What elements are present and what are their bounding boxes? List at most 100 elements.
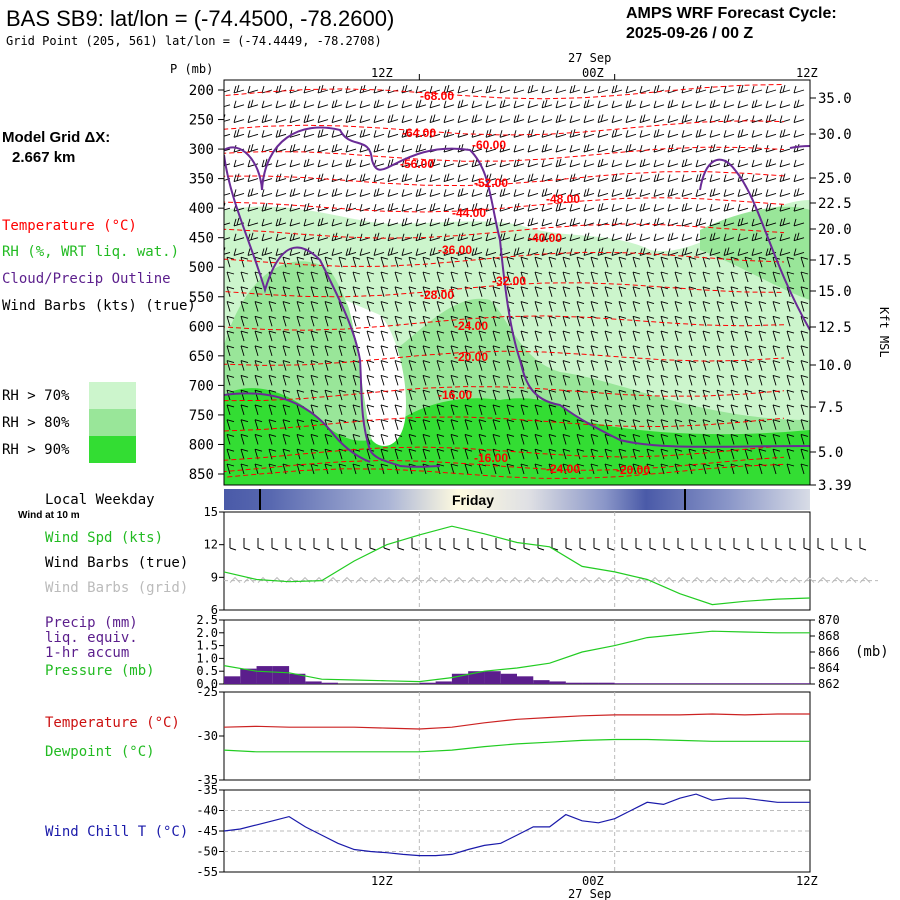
barb-staff <box>625 178 637 183</box>
wind-barb <box>779 115 791 123</box>
barb-staff <box>282 271 287 283</box>
wind-barb <box>646 419 655 430</box>
barb-staff <box>786 434 791 445</box>
barb-staff <box>597 207 609 212</box>
barb-staff <box>436 434 441 445</box>
barb-feather <box>695 85 699 94</box>
barb-staff <box>723 207 735 212</box>
barb-feather <box>268 286 277 290</box>
barb-feather <box>345 159 349 167</box>
barb-feather <box>220 160 222 167</box>
barb-staff <box>224 207 231 211</box>
wind-barb-true-feather <box>313 547 321 551</box>
barb-feather <box>401 144 405 153</box>
barb-feather <box>380 345 389 349</box>
wind-barb <box>464 419 473 430</box>
wind-barb <box>758 389 767 401</box>
barb-feather <box>450 404 459 408</box>
forecast-cycle-value: 2025-09-26 / 00 Z <box>626 25 753 42</box>
wind-barb <box>366 345 375 356</box>
barb-feather <box>544 99 548 107</box>
wind-barb <box>660 256 669 268</box>
wind-barb <box>224 222 231 226</box>
barb-feather <box>485 218 489 227</box>
barb-staff <box>296 419 301 430</box>
barb-staff <box>688 330 693 342</box>
pressure-tick-label: 800 <box>189 437 214 453</box>
barb-feather <box>422 315 431 319</box>
barb-staff <box>527 222 539 227</box>
barb-feather <box>478 360 487 364</box>
wind-barb <box>520 271 529 283</box>
barb-staff <box>408 419 413 430</box>
wind-barb <box>450 434 459 445</box>
wind-barb <box>653 115 665 123</box>
barb-staff <box>653 207 665 212</box>
barb-feather <box>478 330 487 334</box>
wind-barb <box>394 434 403 445</box>
barb-feather <box>541 130 545 138</box>
wind-barb <box>800 256 809 268</box>
barb-staff <box>667 178 679 183</box>
barb-feather <box>254 345 263 349</box>
wind-barb <box>681 247 693 256</box>
barb-feather <box>317 100 321 108</box>
wind-barb <box>485 144 497 153</box>
barb-staff <box>730 360 735 371</box>
wind-barb <box>688 271 697 283</box>
barb-staff <box>611 89 623 94</box>
barb-staff <box>338 345 343 356</box>
barb-staff <box>583 237 595 242</box>
barb-staff <box>394 449 399 460</box>
barb-feather <box>380 271 389 275</box>
barb-staff <box>233 133 245 138</box>
barb-feather <box>583 115 587 123</box>
barb-staff <box>772 271 777 283</box>
barb-staff <box>345 148 357 153</box>
wind-barb <box>744 374 753 386</box>
wind-barb <box>324 286 333 297</box>
barb-feather <box>667 248 671 256</box>
forecast-cycle-label: AMPS WRF Forecast Cycle: <box>626 5 837 22</box>
wind-barb <box>240 301 249 312</box>
barb-feather <box>730 463 739 467</box>
barb-staff <box>387 178 399 183</box>
wind-barb <box>576 271 585 283</box>
barb-staff <box>513 192 525 197</box>
wind-chill-label: Wind Chill T (°C) <box>45 824 188 840</box>
wind-barb <box>583 232 595 242</box>
wind-barb <box>408 360 417 371</box>
wind-barb-true-feather <box>285 547 293 551</box>
wind-barb <box>464 463 473 475</box>
barb-feather <box>604 345 613 349</box>
barb-feather <box>779 130 783 138</box>
barb-staff <box>387 252 399 256</box>
wind-barb <box>793 85 805 94</box>
barb-staff <box>387 148 399 153</box>
barb-staff <box>541 192 553 197</box>
barb-staff <box>296 301 301 312</box>
barb-staff <box>478 390 483 401</box>
barb-staff <box>534 301 539 312</box>
barb-feather <box>684 247 688 255</box>
model-grid-label: Model Grid ΔX: <box>2 129 110 146</box>
wind-barb <box>345 247 357 256</box>
barb-staff <box>464 257 469 268</box>
barb-staff <box>716 316 721 327</box>
wind-barb-grid <box>817 576 829 583</box>
wind-barb <box>765 189 777 197</box>
barb-staff <box>408 345 413 356</box>
wind-barb <box>415 143 427 153</box>
barb-feather <box>530 217 534 226</box>
wind-barb <box>597 130 609 138</box>
barb-staff <box>499 148 511 153</box>
wind-barb <box>576 286 585 297</box>
wind-barb <box>541 159 553 168</box>
wind-barb-true-feather <box>509 547 517 551</box>
barb-staff <box>737 192 749 197</box>
barb-feather <box>786 256 795 260</box>
barb-staff <box>562 330 567 342</box>
barb-staff <box>352 271 357 283</box>
barb-staff <box>611 104 623 109</box>
wind-barb <box>450 286 459 297</box>
